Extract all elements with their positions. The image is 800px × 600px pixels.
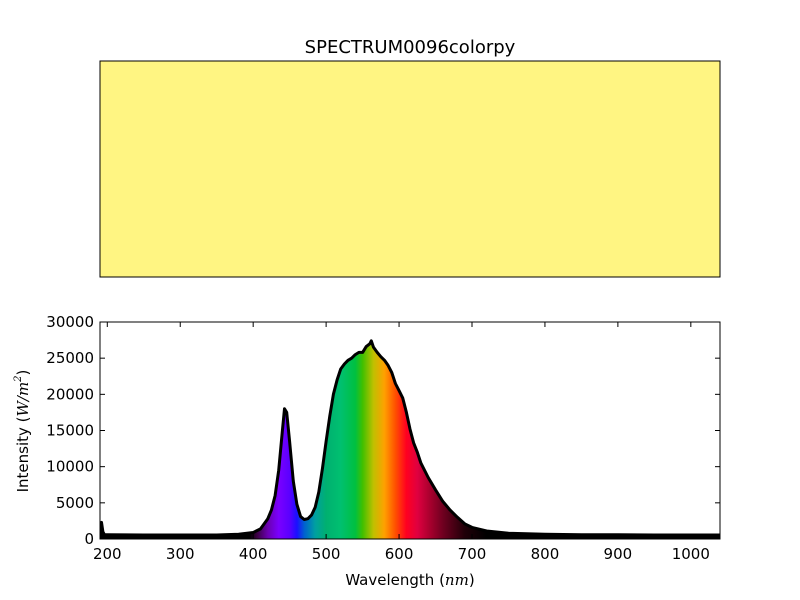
y-tick-label: 20000 xyxy=(46,385,94,403)
x-tick-label: 200 xyxy=(93,545,122,563)
x-axis: 200 300 400 500 600 700 800 900 1000 xyxy=(93,322,710,563)
spectrum-plot: 200 300 400 500 600 700 800 900 1000 0 5000 10000 1… xyxy=(46,313,721,563)
chart-title: SPECTRUM0096colorpy xyxy=(305,37,516,58)
y-tick-label: 5000 xyxy=(56,494,94,512)
x-tick-label: 800 xyxy=(531,545,560,563)
x-tick-label: 400 xyxy=(239,545,268,563)
y-tick-label: 15000 xyxy=(46,422,94,440)
color-swatch xyxy=(99,60,721,278)
y-axis: 0 5000 10000 15000 20000 25000 30000 xyxy=(46,313,720,548)
y-axis-label: Intensity (W/m2) xyxy=(13,370,32,493)
x-tick-label: 900 xyxy=(604,545,633,563)
y-tick-label: 10000 xyxy=(46,458,94,476)
x-axis-label: Wavelength (nm) xyxy=(345,571,474,589)
x-tick-label: 300 xyxy=(166,545,195,563)
x-tick-label: 600 xyxy=(385,545,414,563)
y-tick-label: 0 xyxy=(84,530,94,548)
x-tick-label: 1000 xyxy=(672,545,710,563)
x-tick-label: 500 xyxy=(312,545,341,563)
spectrum-line xyxy=(100,339,720,537)
x-tick-label: 700 xyxy=(458,545,487,563)
y-tick-label: 30000 xyxy=(46,313,94,331)
y-tick-label: 25000 xyxy=(46,349,94,367)
